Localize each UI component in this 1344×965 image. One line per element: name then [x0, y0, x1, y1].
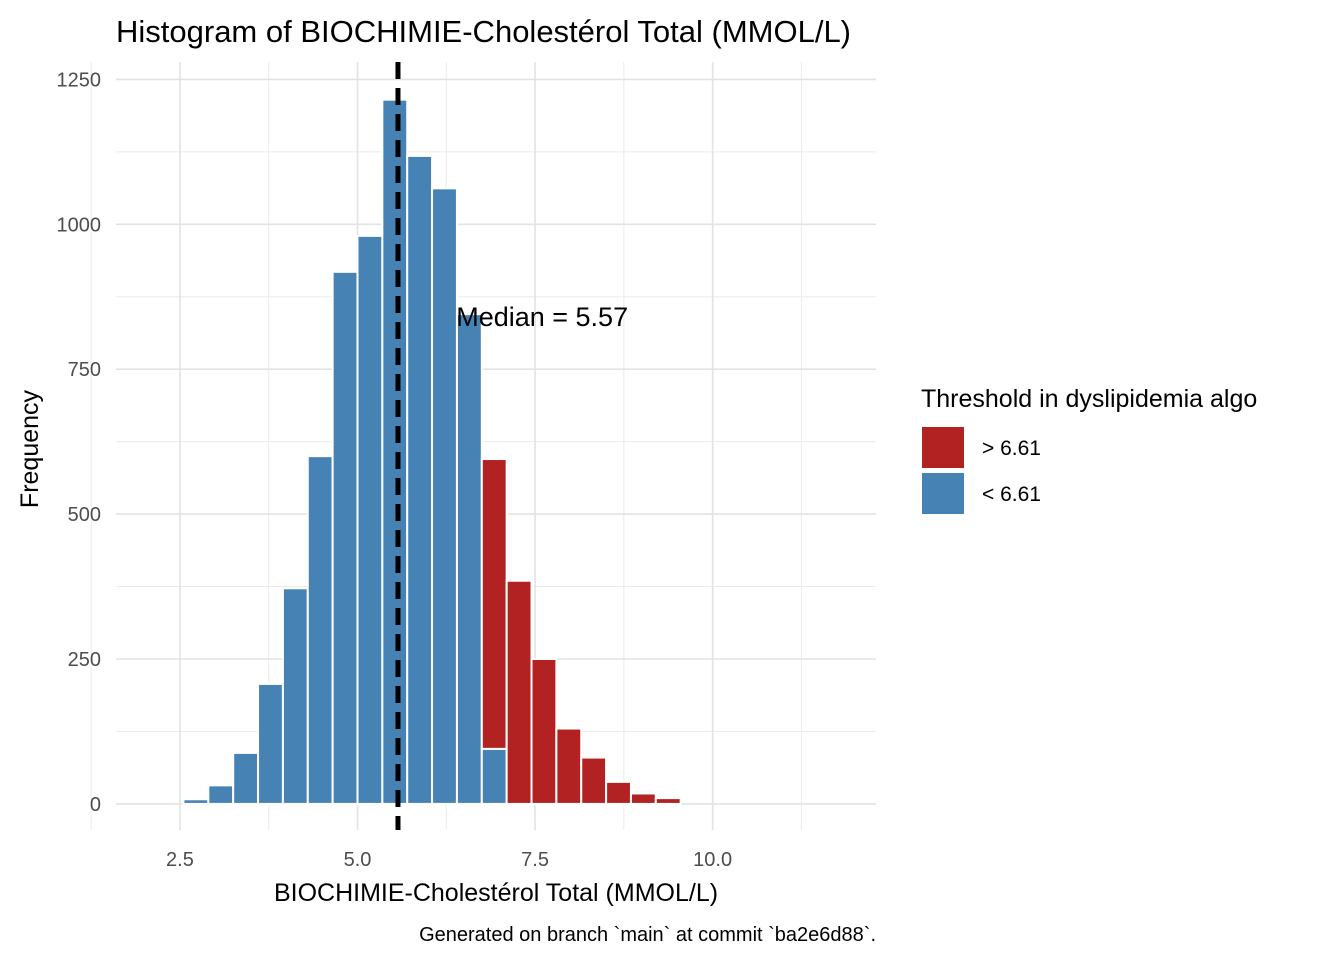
histogram-bar: [406, 154, 434, 805]
y-tick-label: 1250: [57, 69, 102, 91]
chart-title: Histogram of BIOCHIMIE-Cholestérol Total…: [116, 14, 851, 49]
histogram-bar: [232, 751, 260, 805]
bars-layer: [182, 98, 682, 805]
histogram-bar: [356, 234, 384, 805]
legend: > 6.61 < 6.61: [922, 427, 1041, 514]
histogram-bar: [455, 313, 483, 805]
x-tick-label: 2.5: [166, 849, 194, 871]
histogram-bar: [431, 187, 458, 805]
histogram-bar: [605, 780, 632, 805]
y-tick-label: 750: [68, 359, 101, 381]
histogram-bar: [629, 792, 657, 805]
histogram-bar: [555, 727, 583, 805]
histogram-bar: [281, 587, 309, 805]
y-tick-label: 500: [68, 504, 101, 526]
legend-key: [922, 473, 964, 514]
legend-label: > 6.61: [982, 437, 1041, 460]
y-tick-label: 250: [68, 649, 101, 671]
x-tick-label: 7.5: [521, 849, 549, 871]
y-tick-label: 0: [90, 794, 101, 816]
histogram-bar: [207, 784, 235, 805]
histogram-bar: [480, 747, 508, 805]
histogram-bar: [381, 98, 409, 805]
y-axis-title: Frequency: [16, 389, 44, 508]
axis-layer: 0 250 500 750 1000 1250 2.5 5.0 7.5 10.0: [57, 69, 733, 871]
x-tick-label: 10.0: [693, 849, 732, 871]
histogram-bar: [257, 682, 284, 805]
x-axis-title: BIOCHIMIE-Cholestérol Total (MMOL/L): [274, 879, 718, 907]
legend-title: Threshold in dyslipidemia algo: [921, 385, 1257, 413]
chart-caption: Generated on branch `main` at commit `ba…: [419, 924, 876, 946]
y-tick-label: 1000: [57, 214, 102, 236]
histogram-bar: [331, 270, 359, 805]
median-annotation: Median = 5.57: [456, 302, 628, 332]
histogram-bar: [530, 658, 558, 805]
histogram-bar: [306, 455, 334, 805]
legend-label: < 6.61: [982, 483, 1041, 506]
histogram-bar: [505, 579, 533, 805]
histogram-bar: [182, 798, 210, 805]
histogram-bar: [654, 797, 682, 805]
histogram-bar: [580, 756, 608, 805]
x-tick-label: 5.0: [344, 849, 372, 871]
histogram-bar: [480, 458, 508, 750]
legend-key: [922, 427, 964, 468]
